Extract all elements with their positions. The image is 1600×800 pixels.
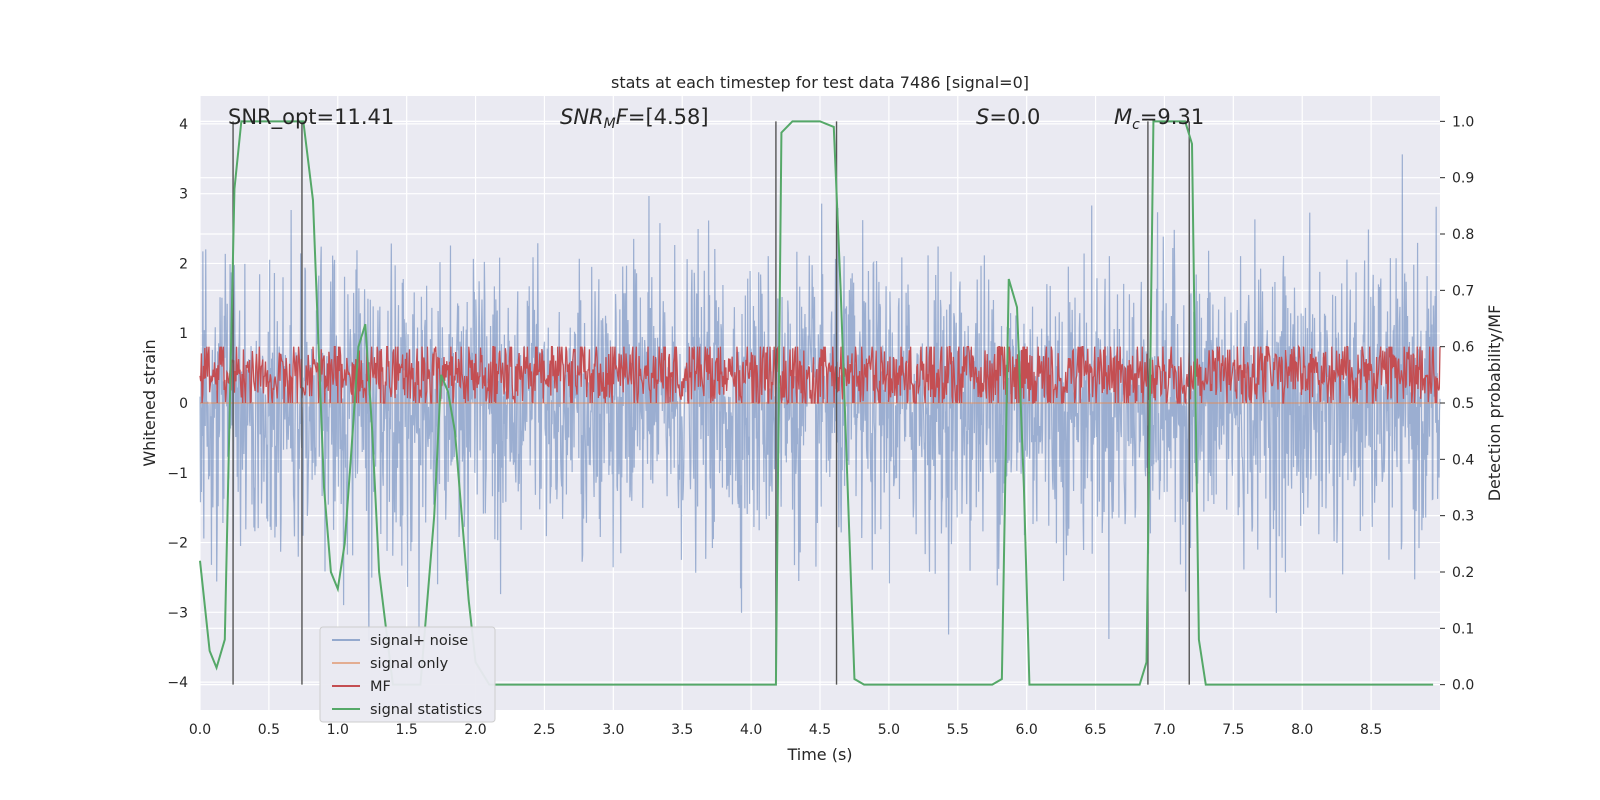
y-tick-label-left: 0	[179, 396, 188, 412]
x-tick-label: 0.5	[258, 722, 280, 738]
y-tick-label-right: 0.8	[1452, 227, 1474, 243]
y-tick-label-right: 0.6	[1452, 340, 1474, 356]
x-tick-label: 6.0	[1016, 722, 1038, 738]
y-tick-label-left: 1	[179, 326, 188, 342]
y-axis-label-right: Detection probability/MF	[1485, 305, 1504, 502]
tick-labels: 0.0 0.5 1.0 1.5 2.0 2.5 3.0 3.5 4.0 4.5 5.0 5.5 6.0 6…	[167, 114, 1474, 738]
legend: signal+ noise signal only MF signal stat…	[319, 626, 496, 723]
y-tick-label-left: −3	[167, 605, 188, 621]
legend-label-signal-noise: signal+ noise	[370, 633, 468, 649]
x-tick-label: 2.5	[533, 722, 555, 738]
y-tick-label-left: 4	[179, 117, 188, 133]
legend-label-signal-only: signal only	[370, 656, 449, 672]
annotation-s-value: =0.0	[989, 105, 1040, 129]
x-tick-label: 7.5	[1222, 722, 1244, 738]
y-axis-label-left: Whitened strain	[140, 339, 159, 466]
y-tick-label-right: 0.4	[1452, 452, 1474, 468]
series-line-signal-noise	[199, 154, 1441, 642]
annotation-snr-mf-number: [4.58]	[645, 105, 708, 129]
x-tick-label: 7.0	[1153, 722, 1175, 738]
x-tick-label: 8.5	[1360, 722, 1382, 738]
y-tick-label-right: 0.1	[1452, 621, 1474, 637]
annotation-mc-value: =9.31	[1140, 105, 1204, 129]
annotation-s: S=0.0	[976, 105, 1040, 129]
y-tick-label-right: 0.0	[1452, 678, 1474, 694]
annotation-snr-opt: SNR_opt=11.41	[228, 105, 394, 130]
y-tick-label-left: 3	[179, 187, 188, 203]
x-tick-label: 5.5	[947, 722, 969, 738]
y-tick-label-left: −2	[167, 536, 188, 552]
legend-label-signal-statistics: signal statistics	[370, 702, 482, 718]
y-tick-label-right: 0.9	[1452, 171, 1474, 187]
x-tick-label: 4.5	[809, 722, 831, 738]
y-tick-label-right: 1.0	[1452, 114, 1474, 130]
x-tick-label: 3.0	[602, 722, 624, 738]
y-tick-label-right: 0.5	[1452, 396, 1474, 412]
x-tick-label: 1.0	[327, 722, 349, 738]
x-tick-label: 6.5	[1084, 722, 1106, 738]
x-tick-label: 8.0	[1291, 722, 1313, 738]
y-tick-label-left: −4	[167, 675, 188, 691]
series-signal-noise	[199, 154, 1441, 642]
x-tick-label: 3.5	[671, 722, 693, 738]
y-tick-label-left: 2	[179, 256, 188, 272]
x-axis-label: Time (s)	[786, 745, 852, 764]
x-tick-label: 4.0	[740, 722, 762, 738]
series-line-mf	[199, 344, 1441, 406]
x-tick-label: 0.0	[189, 722, 211, 738]
y-tick-label-right: 0.2	[1452, 565, 1474, 581]
y-tick-label-left: −1	[167, 466, 188, 482]
chart-title: stats at each timestep for test data 748…	[611, 73, 1029, 92]
series-mf	[199, 344, 1441, 406]
legend-box	[319, 626, 496, 723]
series-line-signal-statistics	[199, 120, 1434, 686]
annotation-snr-mf-value: =	[628, 105, 646, 129]
y-tick-label-right: 0.3	[1452, 509, 1474, 525]
annotation-snr-mf: SNRMF=[4.58]	[560, 105, 709, 132]
annotation-mc: Mc=9.31	[1114, 105, 1204, 133]
x-tick-label: 5.0	[878, 722, 900, 738]
x-tick-label: 1.5	[396, 722, 418, 738]
x-tick-label: 2.0	[464, 722, 486, 738]
legend-label-mf: MF	[370, 679, 391, 695]
series-signal-statistics	[199, 120, 1434, 686]
y-tick-label-right: 0.7	[1452, 283, 1474, 299]
